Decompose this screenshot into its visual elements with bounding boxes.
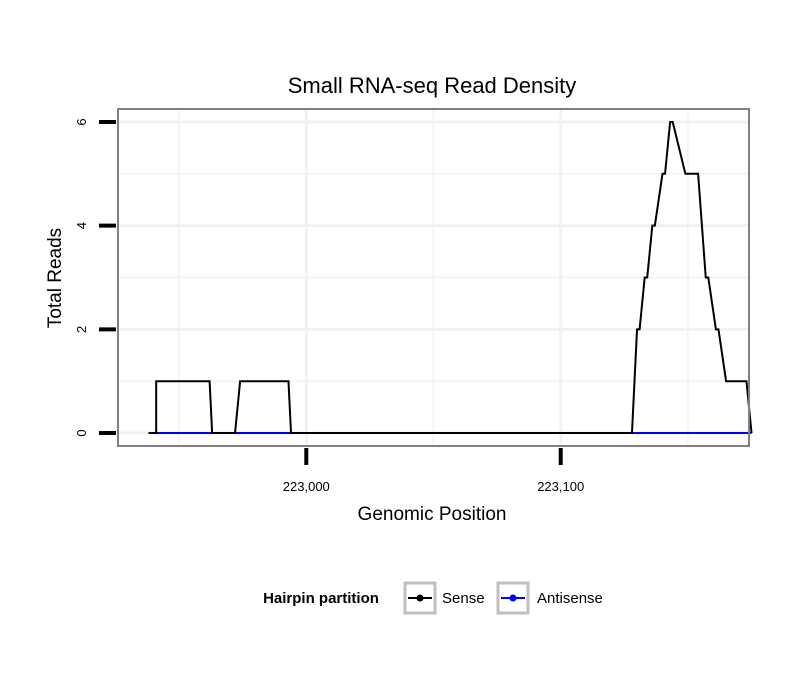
legend-key-antisense-dot <box>509 594 517 602</box>
x-axis-label: Genomic Position <box>358 504 507 525</box>
plot-border <box>117 108 750 447</box>
legend-label-sense: Sense <box>442 590 485 607</box>
series-lines <box>148 120 753 435</box>
legend-title: Hairpin partition <box>263 590 379 607</box>
y-axis-label: Total Reads <box>45 228 66 328</box>
chart-title: Small RNA-seq Read Density <box>288 73 577 98</box>
axes: 223,000 223,100 0 2 4 6 <box>74 118 584 494</box>
legend-key-sense-dot <box>416 594 424 602</box>
y-tick-label: 4 <box>74 222 89 229</box>
y-tick-label: 0 <box>74 429 89 436</box>
x-tick-label: 223,100 <box>537 479 584 494</box>
series-line-sense <box>148 120 753 435</box>
x-tick-label: 223,000 <box>283 479 330 494</box>
legend: Hairpin partition Sense Antisense <box>263 581 603 615</box>
legend-label-antisense: Antisense <box>537 590 603 607</box>
y-tick-label: 6 <box>74 118 89 125</box>
y-tick-label: 2 <box>74 326 89 333</box>
